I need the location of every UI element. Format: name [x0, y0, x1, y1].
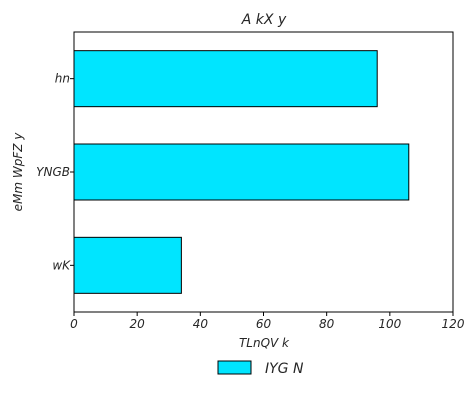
x-tick-label: 100 — [378, 317, 401, 331]
plot-area: hn YNGB wK 0 20 40 60 80 100 120 — [36, 31, 465, 331]
y-tick-label: wK — [52, 258, 71, 272]
chart-title: A kX y — [241, 12, 287, 28]
y-axis-label: eMm WpFZ y — [11, 132, 25, 212]
bar-YNGB — [73, 143, 410, 201]
y-tick-label: hn — [55, 72, 70, 86]
x-tick-label: 60 — [256, 317, 272, 331]
legend-label: IYG N — [265, 361, 304, 377]
legend-swatch — [217, 360, 252, 375]
x-axis-label: TLnQV k — [239, 336, 290, 350]
legend: IYG N — [217, 360, 304, 377]
bar-hn — [73, 50, 378, 108]
y-tick-label: YNGB — [36, 165, 70, 179]
x-tick-label: 120 — [442, 317, 465, 331]
bar-wK — [73, 236, 182, 294]
x-tick-label: 80 — [319, 317, 335, 331]
x-tick-label: 20 — [130, 317, 146, 331]
x-tick-label: 40 — [193, 317, 209, 331]
x-tick-label: 0 — [70, 317, 78, 331]
